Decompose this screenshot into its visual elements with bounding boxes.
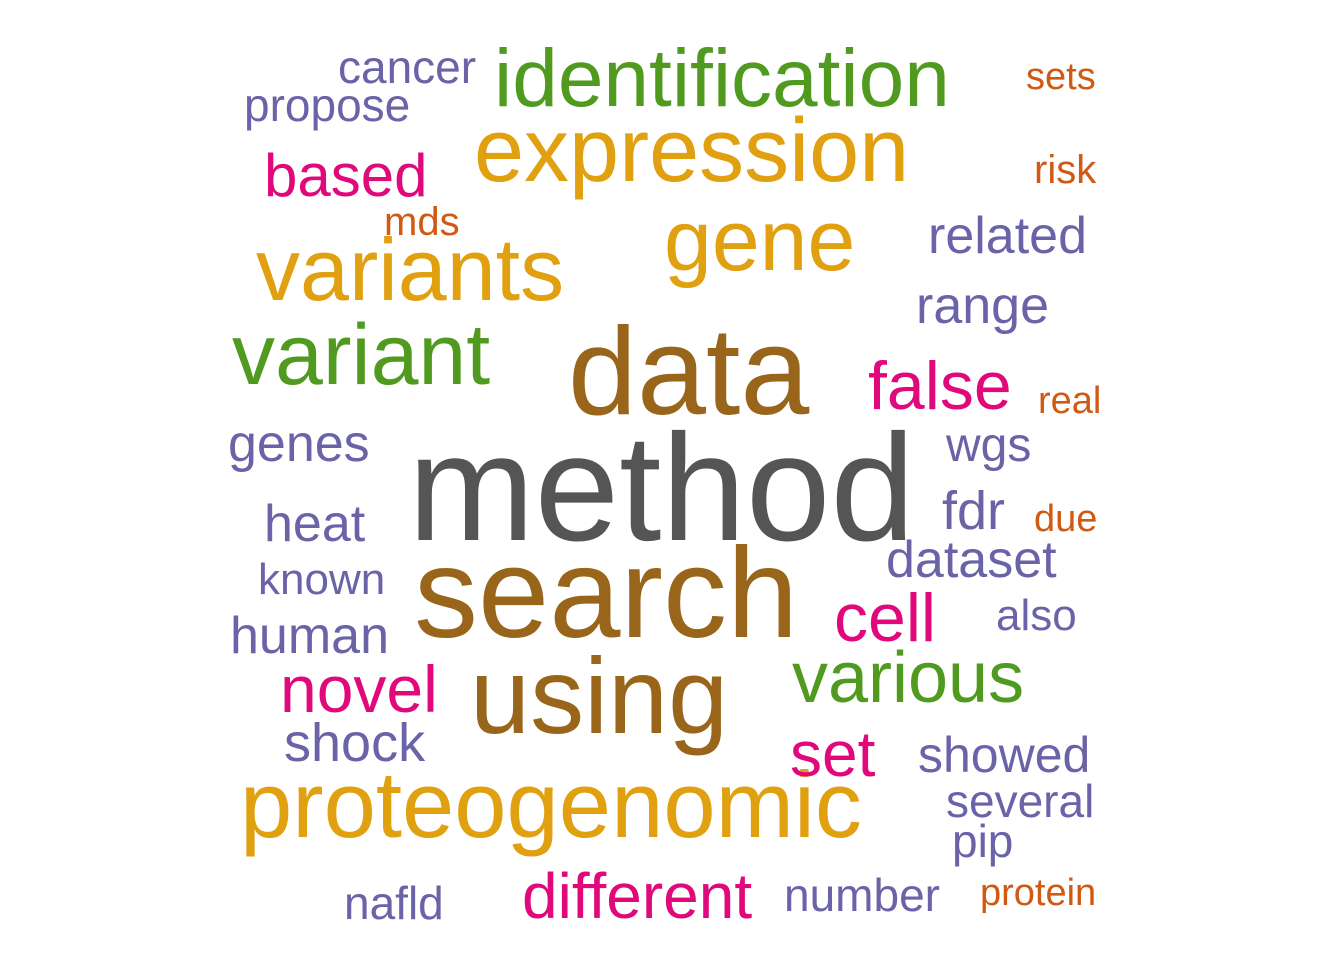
word-mds: mds: [384, 200, 460, 244]
word-showed: showed: [918, 727, 1091, 783]
word-genes: genes: [228, 415, 370, 473]
word-pip: pip: [952, 815, 1014, 867]
word-known: known: [258, 555, 386, 604]
word-using: using: [470, 635, 729, 756]
word-various: various: [792, 638, 1025, 718]
word-related: related: [928, 207, 1087, 265]
word-sets: sets: [1026, 56, 1096, 98]
word-also: also: [996, 591, 1077, 640]
word-gene: gene: [664, 193, 856, 289]
word-false: false: [868, 348, 1012, 424]
word-search: search: [414, 522, 799, 665]
word-heat: heat: [264, 495, 366, 553]
word-novel: novel: [280, 652, 438, 726]
word-real: real: [1038, 380, 1102, 422]
word-identification: identification: [494, 33, 950, 124]
word-proteogenomic: proteogenomic: [240, 752, 862, 857]
word-variant: variant: [232, 307, 491, 403]
word-nafld: nafld: [344, 877, 444, 929]
word-range: range: [916, 277, 1049, 335]
word-wgs: wgs: [946, 419, 1032, 472]
word-cancer: cancer: [338, 41, 477, 93]
word-number: number: [784, 869, 940, 921]
word-several: several: [946, 775, 1095, 827]
word-data: data: [568, 303, 810, 441]
word-propose: propose: [244, 79, 411, 131]
word-cell: cell: [834, 580, 937, 656]
word-fdr: fdr: [942, 481, 1006, 541]
word-shock: shock: [284, 713, 426, 773]
word-method: method: [408, 403, 915, 573]
word-risk: risk: [1034, 148, 1097, 192]
word-variants: variants: [256, 220, 565, 319]
word-expression: expression: [474, 101, 910, 201]
word-human: human: [230, 607, 389, 665]
word-protein: protein: [980, 872, 1097, 914]
word-due: due: [1034, 498, 1098, 540]
word-set: set: [790, 718, 876, 790]
word-different: different: [522, 860, 753, 932]
word-dataset: dataset: [886, 531, 1057, 589]
word-based: based: [264, 142, 428, 209]
